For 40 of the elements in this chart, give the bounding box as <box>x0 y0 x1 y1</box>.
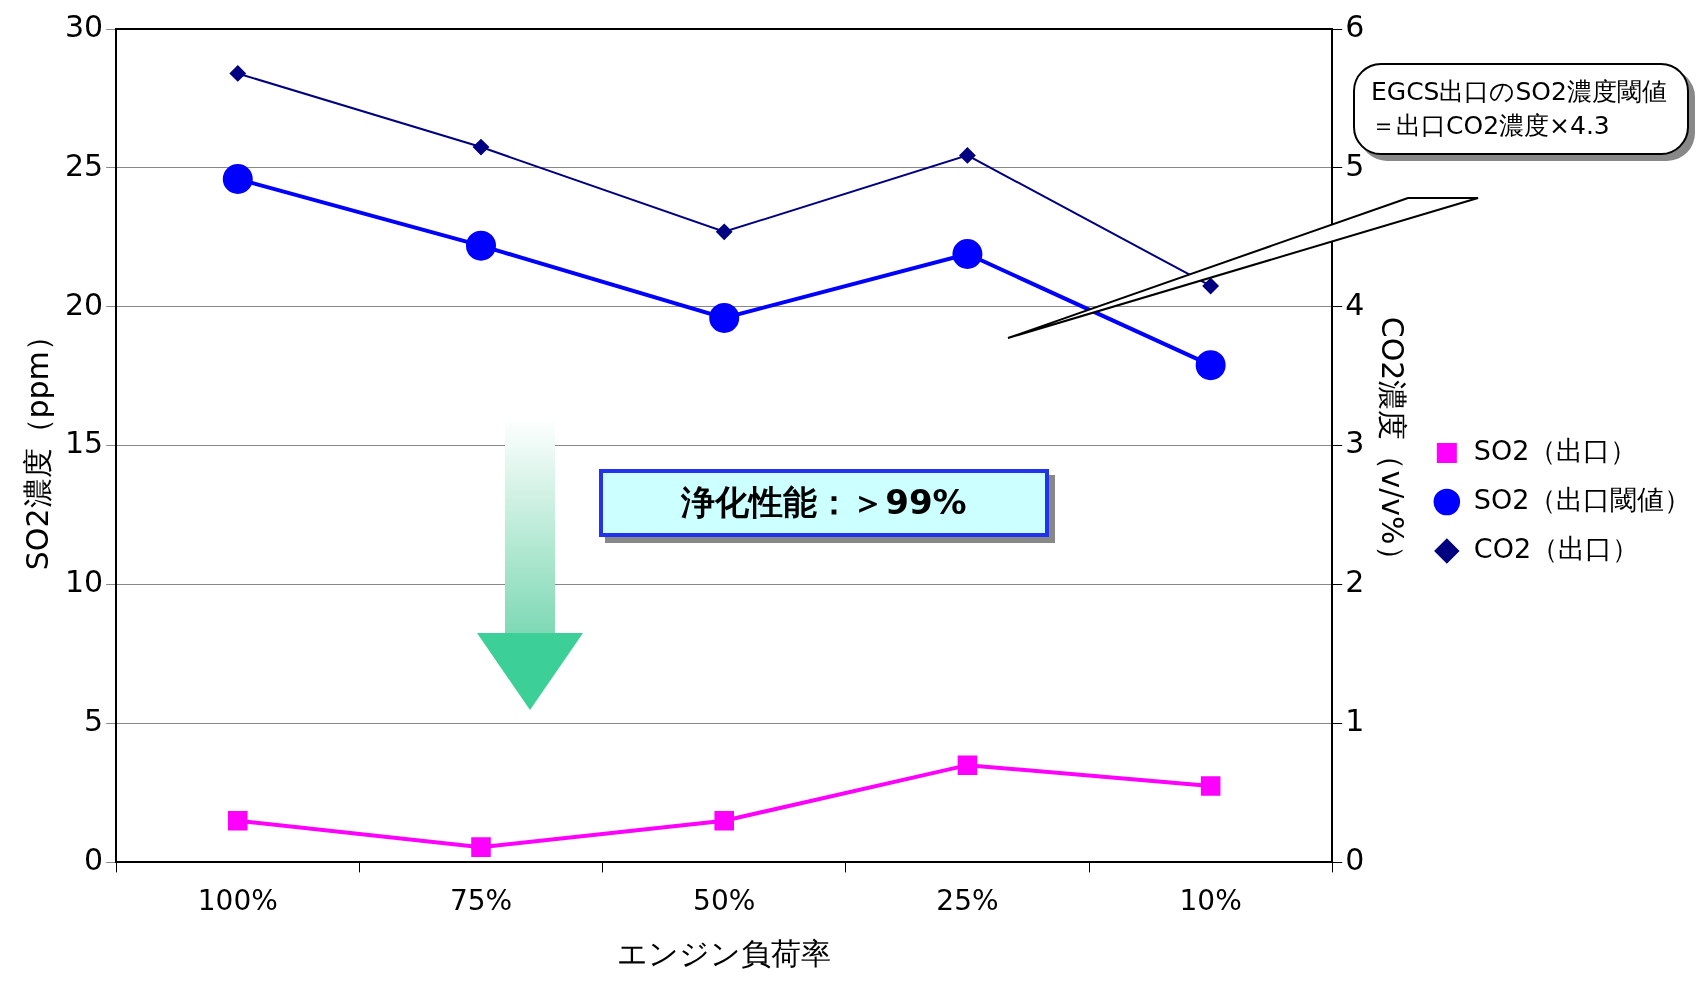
point <box>957 755 978 775</box>
y-tick-label: 20 <box>64 286 104 322</box>
y2-tick-label: 5 <box>1345 147 1365 183</box>
legend-label: SO2（出口閾値） <box>1473 484 1692 516</box>
point <box>229 65 246 82</box>
y2-axis-title: CO2濃度（v/v%） <box>1374 316 1410 575</box>
point <box>716 223 733 240</box>
point <box>709 302 740 333</box>
point <box>228 810 248 831</box>
y2-tick-label: 2 <box>1345 564 1365 600</box>
x-tick-label: 10% <box>1179 884 1242 918</box>
legend-label: SO2（出口） <box>1473 435 1638 467</box>
x-axis-title: エンジン負荷率 <box>617 935 832 971</box>
y-tick-label: 5 <box>84 703 104 739</box>
y-tick-label: 0 <box>84 842 104 878</box>
y2-tick-label: 1 <box>1345 703 1365 739</box>
point <box>1200 776 1221 796</box>
point <box>471 837 491 857</box>
point <box>952 239 983 270</box>
y2-tick-label: 0 <box>1345 842 1365 878</box>
y-tick-label: 15 <box>64 425 104 461</box>
y-axis-title: SO2濃度（ppm） <box>19 321 55 571</box>
y-tick-label: 25 <box>64 147 104 183</box>
x-tick-label: 75% <box>449 884 513 918</box>
y2-tick-label: 6 <box>1345 8 1365 44</box>
point <box>1195 350 1226 381</box>
point <box>714 810 734 831</box>
y2-tick-label: 3 <box>1345 425 1365 461</box>
y2-tick-label: 4 <box>1345 286 1365 322</box>
point <box>473 139 489 156</box>
point <box>466 230 496 261</box>
legend-label: CO2（出口） <box>1473 533 1640 565</box>
y-tick-label: 10 <box>64 564 104 600</box>
point <box>959 147 976 164</box>
x-tick-label: 50% <box>693 884 756 918</box>
y-tick-label: 30 <box>64 8 104 44</box>
point <box>222 164 253 195</box>
x-tick-label: 100% <box>197 884 278 918</box>
point <box>1202 277 1219 294</box>
x-tick-label: 25% <box>936 884 999 918</box>
